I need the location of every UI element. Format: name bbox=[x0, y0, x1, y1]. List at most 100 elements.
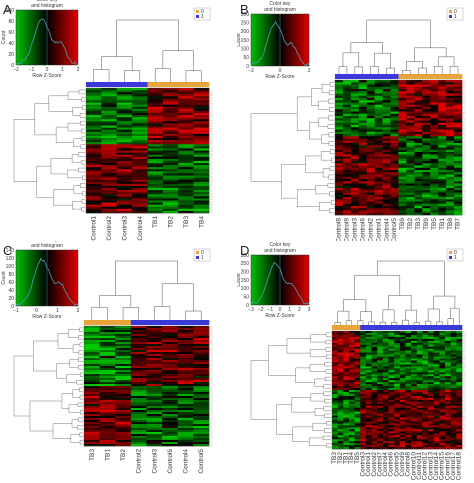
column-label: TB1 bbox=[104, 449, 111, 461]
column-label: TB9 bbox=[423, 218, 430, 230]
column-label: Control8 bbox=[336, 218, 343, 241]
panel-label: B bbox=[240, 2, 249, 17]
group-bar-cell bbox=[439, 325, 446, 330]
group-bar-cell bbox=[132, 82, 148, 87]
color-key-xtick: 2 bbox=[298, 307, 301, 313]
group-bar-cell bbox=[366, 74, 375, 79]
color-key-ytick: 200 bbox=[241, 269, 250, 275]
column-label: TB1 bbox=[152, 216, 159, 228]
color-key-xtick: 0 bbox=[35, 308, 38, 314]
column-label: Control10 bbox=[410, 452, 417, 481]
group-bar-cell bbox=[360, 325, 367, 330]
column-label: Control9 bbox=[399, 452, 406, 477]
color-key-xtick: −1 bbox=[267, 307, 273, 313]
column-dendrogram bbox=[334, 260, 460, 325]
color-key-ytick: 60 bbox=[8, 280, 14, 286]
color-key-xtick: 0 bbox=[279, 307, 282, 313]
group-bar-cell bbox=[422, 74, 431, 79]
group-bar-cell bbox=[430, 74, 439, 79]
heatmap-grid bbox=[86, 88, 210, 214]
color-key-title: and histogram bbox=[31, 243, 63, 249]
column-label: Control6 bbox=[359, 218, 366, 241]
group-bar-cell bbox=[162, 320, 179, 325]
column-label: TB1 bbox=[343, 452, 350, 464]
legend-label-1: 1 bbox=[201, 255, 204, 261]
color-key-ytick: 0 bbox=[246, 303, 249, 309]
group-bar-cell bbox=[193, 82, 210, 87]
color-key-ytick: 20 bbox=[8, 296, 14, 302]
column-label: Control16 bbox=[444, 452, 451, 481]
group-bar-cell bbox=[433, 325, 440, 330]
group-bar-cell bbox=[354, 325, 361, 330]
color-key-xtick: 1 bbox=[288, 307, 291, 313]
group-bar-cell bbox=[86, 82, 102, 87]
color-key-ytick: 100 bbox=[6, 264, 15, 270]
group-bar-cell bbox=[193, 320, 210, 325]
column-label: Control17 bbox=[450, 452, 457, 481]
heatmap-frame bbox=[83, 325, 210, 447]
group-bar-cell bbox=[388, 325, 395, 330]
group-bar bbox=[86, 82, 210, 87]
column-label: Control13 bbox=[427, 452, 434, 481]
color-key-title: and histogram bbox=[264, 7, 296, 13]
panel-label: D bbox=[240, 243, 249, 258]
group-bar-cell bbox=[438, 74, 447, 79]
legend-label-0: 0 bbox=[201, 9, 204, 15]
group-bar-cell bbox=[335, 74, 344, 79]
group-bar-cell bbox=[456, 325, 463, 330]
column-label: Control18 bbox=[456, 452, 463, 481]
column-label: Control5 bbox=[391, 218, 398, 241]
legend-label-1: 1 bbox=[454, 255, 457, 261]
color-key-xtick: −2 bbox=[248, 68, 254, 74]
column-label: TB4 bbox=[348, 452, 355, 464]
color-key-xtick: 0 bbox=[279, 68, 282, 74]
column-label: TB4 bbox=[198, 216, 205, 228]
column-label: Control2 bbox=[136, 449, 143, 474]
group-bar-cell bbox=[414, 74, 423, 79]
legend-swatch-1 bbox=[449, 256, 452, 259]
column-label: TB7 bbox=[455, 218, 462, 230]
column-dendrogram bbox=[91, 260, 202, 320]
column-label: Control6 bbox=[167, 449, 174, 474]
legend-swatch-0 bbox=[449, 10, 452, 13]
group-bar bbox=[84, 320, 210, 325]
color-key-ytick: 40 bbox=[8, 41, 14, 47]
heatmap-grid bbox=[84, 326, 210, 447]
group-bar-cell bbox=[84, 320, 100, 325]
color-key-ytick: 80 bbox=[8, 272, 14, 278]
color-key-xtick: −2 bbox=[13, 67, 19, 73]
legend-swatch-1 bbox=[449, 15, 452, 18]
group-bar-cell bbox=[446, 74, 455, 79]
column-label: Control4 bbox=[383, 218, 390, 241]
panel-label: C bbox=[3, 243, 12, 258]
group-bar-cell bbox=[350, 74, 360, 79]
color-key-xtick: 1 bbox=[56, 308, 59, 314]
column-label: TB1 bbox=[439, 218, 446, 230]
column-label: Control2 bbox=[371, 452, 378, 477]
column-label: Control9 bbox=[344, 218, 351, 241]
legend-label-1: 1 bbox=[454, 14, 457, 20]
color-key-ytick: 50 bbox=[243, 294, 249, 300]
group-bar-cell bbox=[162, 82, 179, 87]
column-label: TB3 bbox=[331, 452, 338, 464]
column-label: Control2 bbox=[106, 216, 113, 241]
legend-label-1: 1 bbox=[201, 14, 204, 20]
color-key-xtick: 3 bbox=[308, 307, 311, 313]
group-bar-cell bbox=[358, 74, 368, 79]
column-dendrogram bbox=[338, 19, 459, 74]
column-label: Control4 bbox=[382, 452, 389, 477]
heatmap-grid bbox=[332, 331, 463, 450]
column-label: Control2 bbox=[367, 218, 374, 241]
group-bar-cell bbox=[147, 82, 164, 87]
column-label: Control5 bbox=[393, 452, 400, 477]
group-bar-cell bbox=[382, 325, 389, 330]
group-bar-cell bbox=[406, 74, 415, 79]
color-key-ytick: 0 bbox=[11, 304, 14, 310]
row-ticks bbox=[210, 88, 213, 213]
column-label: Control3 bbox=[359, 452, 366, 477]
histogram-line bbox=[250, 261, 310, 305]
column-label: Control3 bbox=[151, 449, 158, 474]
